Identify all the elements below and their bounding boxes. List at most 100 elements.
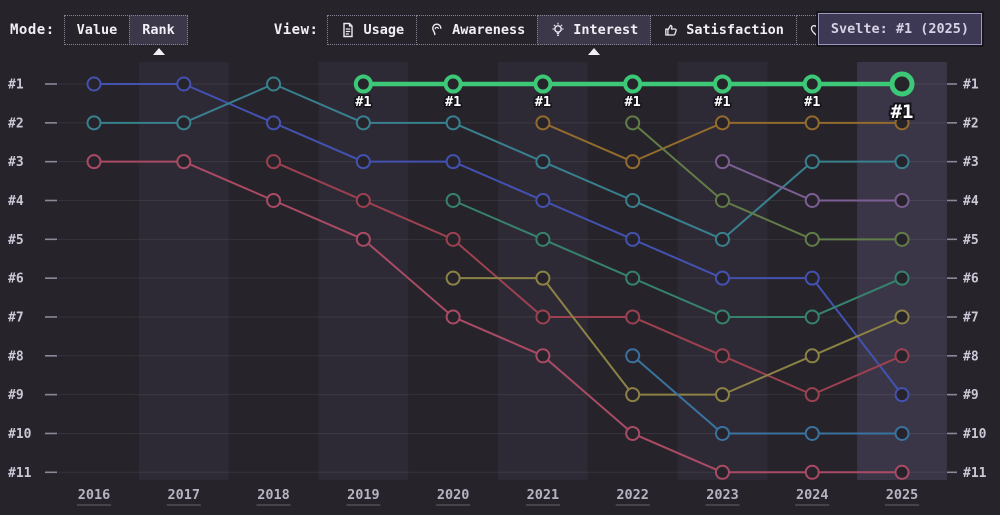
crimson-series-point[interactable] bbox=[535, 309, 551, 325]
indigo-series-point[interactable] bbox=[535, 192, 551, 208]
year-label[interactable]: 2025 bbox=[886, 487, 919, 503]
teal-series-point[interactable] bbox=[355, 115, 371, 131]
tooltip: Svelte: #1 (2025) bbox=[817, 13, 982, 45]
gold-series-point[interactable] bbox=[625, 154, 641, 170]
crimson-series-point[interactable] bbox=[266, 154, 282, 170]
indigo-series-point[interactable] bbox=[625, 231, 641, 247]
rose-series-point[interactable] bbox=[445, 309, 461, 325]
mode-label: Mode: bbox=[10, 22, 55, 38]
gold-series-point[interactable] bbox=[894, 115, 910, 131]
indigo-series-point[interactable] bbox=[445, 154, 461, 170]
olive-series-point[interactable] bbox=[804, 348, 820, 364]
view-label: View: bbox=[273, 22, 319, 38]
teal-series-point[interactable] bbox=[535, 154, 551, 170]
olive-series-point[interactable] bbox=[625, 387, 641, 403]
olive-series-point[interactable] bbox=[445, 270, 461, 286]
year-label[interactable]: 2023 bbox=[706, 487, 739, 503]
moss-series-point[interactable] bbox=[714, 192, 730, 208]
rose-series-point[interactable] bbox=[535, 348, 551, 364]
teal-series-point[interactable] bbox=[176, 115, 192, 131]
seagreen-series-point[interactable] bbox=[894, 270, 910, 286]
ear-icon bbox=[429, 22, 445, 38]
indigo-series-point[interactable] bbox=[86, 76, 102, 92]
svelte-series-point[interactable] bbox=[712, 74, 732, 94]
seagreen-series-point[interactable] bbox=[714, 309, 730, 325]
indigo-series-point[interactable] bbox=[266, 115, 282, 131]
view-interest-button[interactable]: Interest bbox=[537, 15, 652, 55]
teal-series-point[interactable] bbox=[266, 76, 282, 92]
olive-series-point[interactable] bbox=[535, 270, 551, 286]
moss-series-line bbox=[632, 122, 903, 241]
steel-series-point[interactable] bbox=[804, 425, 820, 441]
moss-series-point[interactable] bbox=[804, 231, 820, 247]
indigo-series-point[interactable] bbox=[176, 76, 192, 92]
teal-series-point[interactable] bbox=[714, 231, 730, 247]
seagreen-series-point[interactable] bbox=[625, 270, 641, 286]
crimson-series-point[interactable] bbox=[804, 387, 820, 403]
mode-rank-button[interactable]: Rank bbox=[129, 15, 188, 55]
year-label[interactable]: 2021 bbox=[527, 487, 560, 503]
view-usage-button[interactable]: Usage bbox=[327, 15, 418, 45]
year-label[interactable]: 2022 bbox=[616, 487, 649, 503]
seagreen-series-point[interactable] bbox=[535, 231, 551, 247]
indigo-series-point[interactable] bbox=[804, 270, 820, 286]
year-label[interactable]: 2019 bbox=[347, 487, 380, 503]
gold-series-point[interactable] bbox=[714, 115, 730, 131]
seagreen-series-point[interactable] bbox=[804, 309, 820, 325]
indigo-series-point[interactable] bbox=[894, 387, 910, 403]
olive-series-point[interactable] bbox=[714, 387, 730, 403]
purple-series-point[interactable] bbox=[804, 192, 820, 208]
rank-point-label: #1 bbox=[445, 94, 461, 110]
left-axis-label: #7 bbox=[8, 310, 24, 325]
svelte-series-point[interactable] bbox=[443, 74, 463, 94]
moss-series-point[interactable] bbox=[625, 115, 641, 131]
rose-series-point[interactable] bbox=[86, 154, 102, 170]
teal-series-point[interactable] bbox=[445, 115, 461, 131]
view-satisfaction-button[interactable]: Satisfaction bbox=[650, 15, 797, 45]
purple-series-point[interactable] bbox=[714, 154, 730, 170]
moss-series-point[interactable] bbox=[894, 231, 910, 247]
steel-series-point[interactable] bbox=[894, 425, 910, 441]
rose-series-point[interactable] bbox=[625, 425, 641, 441]
year-label[interactable]: 2016 bbox=[78, 487, 111, 503]
crimson-series-point[interactable] bbox=[894, 348, 910, 364]
left-axis-label: #5 bbox=[8, 233, 24, 248]
crimson-series-point[interactable] bbox=[625, 309, 641, 325]
svelte-series-point[interactable] bbox=[353, 74, 373, 94]
teal-series-point[interactable] bbox=[894, 154, 910, 170]
teal-series-point[interactable] bbox=[625, 192, 641, 208]
mode-button-label: Value bbox=[76, 22, 118, 38]
rose-series-point[interactable] bbox=[355, 231, 371, 247]
svelte-series-point[interactable] bbox=[889, 71, 915, 97]
teal-series-point[interactable] bbox=[86, 115, 102, 131]
year-label[interactable]: 2018 bbox=[257, 487, 290, 503]
indigo-series-point[interactable] bbox=[714, 270, 730, 286]
crimson-series-point[interactable] bbox=[714, 348, 730, 364]
view-awareness-button[interactable]: Awareness bbox=[416, 15, 539, 45]
svelte-series-point[interactable] bbox=[533, 74, 553, 94]
gold-series-point[interactable] bbox=[804, 115, 820, 131]
year-label[interactable]: 2017 bbox=[168, 487, 201, 503]
rose-series-point[interactable] bbox=[266, 192, 282, 208]
year-label[interactable]: 2024 bbox=[796, 487, 829, 503]
year-label[interactable]: 2020 bbox=[437, 487, 470, 503]
teal-series-point[interactable] bbox=[804, 154, 820, 170]
svelte-series-point[interactable] bbox=[623, 74, 643, 94]
indigo-series-point[interactable] bbox=[355, 154, 371, 170]
olive-series-point[interactable] bbox=[894, 309, 910, 325]
steel-series-point[interactable] bbox=[714, 425, 730, 441]
mode-value-button[interactable]: Value bbox=[63, 15, 131, 45]
rose-series-point[interactable] bbox=[894, 464, 910, 480]
rose-series-point[interactable] bbox=[804, 464, 820, 480]
crimson-series-point[interactable] bbox=[445, 231, 461, 247]
rose-series-point[interactable] bbox=[714, 464, 730, 480]
steel-series-point[interactable] bbox=[625, 348, 641, 364]
rose-series-point[interactable] bbox=[176, 154, 192, 170]
purple-series-point[interactable] bbox=[894, 192, 910, 208]
gold-series-point[interactable] bbox=[535, 115, 551, 131]
crimson-series-point[interactable] bbox=[355, 192, 371, 208]
seagreen-series-point[interactable] bbox=[445, 192, 461, 208]
svelte-series-point[interactable] bbox=[802, 74, 822, 94]
right-axis-label: #1 bbox=[963, 78, 979, 93]
